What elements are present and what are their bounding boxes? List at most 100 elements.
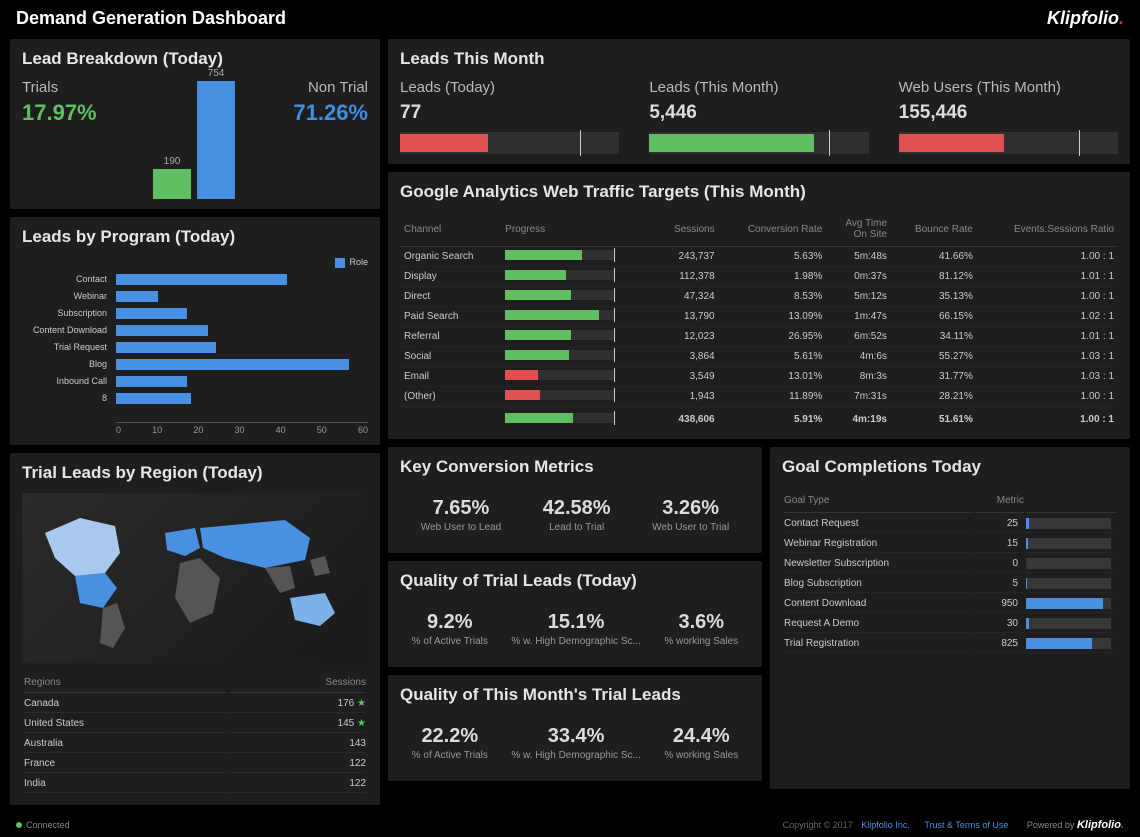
table-row[interactable]: Trial Registration 825 <box>784 635 1116 653</box>
progress-mini <box>505 350 615 360</box>
table-row[interactable]: (Other) 1,943 11.89% 7m:31s 28.21% 1.00 … <box>400 387 1118 407</box>
program-row: Content Download <box>112 323 368 338</box>
cell-sessions: 243,737 <box>655 247 718 267</box>
table-row[interactable]: Direct 47,324 8.53% 5m:12s 35.13% 1.00 :… <box>400 287 1118 307</box>
program-bar <box>116 274 287 285</box>
chart-x-axis: 0102030405060 <box>116 422 368 435</box>
progress-bar <box>899 132 1118 154</box>
cell-avg: 8m:3s <box>826 367 891 387</box>
table-row[interactable]: Referral 12,023 26.95% 6m:52s 34.11% 1.0… <box>400 327 1118 347</box>
metric-label: % of Active Trials <box>412 636 488 647</box>
cell-channel: Social <box>400 347 501 367</box>
cell-avg: 7m:31s <box>826 387 891 407</box>
chart-legend: Role <box>22 257 368 268</box>
panel-title: Leads by Program (Today) <box>22 227 368 247</box>
table-row[interactable]: France 122 <box>24 755 366 773</box>
table-row[interactable]: Paid Search 13,790 13.09% 1m:47s 66.15% … <box>400 307 1118 327</box>
cell-bounce: 66.15% <box>891 307 977 327</box>
col-goal-type: Goal Type <box>784 489 973 513</box>
metric-label: % w. High Demographic Sc... <box>511 750 641 761</box>
program-bar <box>116 308 187 319</box>
trials-label: Trials <box>22 79 135 96</box>
cell-sessions: 112,378 <box>655 267 718 287</box>
metric-label: % w. High Demographic Sc... <box>511 636 641 647</box>
panel-title: Trial Leads by Region (Today) <box>22 463 368 483</box>
table-row[interactable]: Newsletter Subscription 0 <box>784 555 1116 573</box>
goal-bar-cell <box>1026 535 1116 553</box>
program-label: Contact <box>22 274 107 284</box>
col-header: Events:Sessions Ratio <box>977 212 1118 247</box>
cell-sessions: 13,790 <box>655 307 718 327</box>
metric-value: 7.65% <box>421 497 501 520</box>
metric-label: % working Sales <box>664 750 738 761</box>
goal-metric: 30 <box>975 615 1024 633</box>
page-title: Demand Generation Dashboard <box>16 8 286 29</box>
table-row[interactable]: Display 112,378 1.98% 0m:37s 81.12% 1.01… <box>400 267 1118 287</box>
world-map[interactable] <box>22 493 368 663</box>
progress-bar <box>400 132 619 154</box>
axis-tick: 30 <box>234 425 244 435</box>
link-company[interactable]: Klipfolio Inc. <box>861 820 910 830</box>
panel-title: Key Conversion Metrics <box>400 457 750 477</box>
table-row[interactable]: Australia 143 <box>24 735 366 753</box>
table-row[interactable]: Webinar Registration 15 <box>784 535 1116 553</box>
metric-value: 3.6% <box>664 611 738 634</box>
cell-avg: 0m:37s <box>826 267 891 287</box>
cell-conv: 8.53% <box>719 287 827 307</box>
metric-value: 77 <box>400 102 619 124</box>
table-row[interactable]: Request A Demo 30 <box>784 615 1116 633</box>
table-row[interactable]: India 122 <box>24 775 366 793</box>
col-header: Progress <box>501 212 655 247</box>
link-terms[interactable]: Trust & Terms of Use <box>924 820 1008 830</box>
cell-conv: 13.01% <box>719 367 827 387</box>
table-row[interactable]: Content Download 950 <box>784 595 1116 613</box>
connection-status: Connected <box>16 820 70 830</box>
region-sessions: 143 <box>229 735 366 753</box>
trials-pct: 17.97% <box>22 100 135 126</box>
program-label: Content Download <box>22 325 107 335</box>
col-header: Bounce Rate <box>891 212 977 247</box>
axis-tick: 20 <box>193 425 203 435</box>
table-row[interactable]: Canada 176 ★ <box>24 695 366 713</box>
program-bar <box>116 342 216 353</box>
col-bar <box>1026 489 1116 513</box>
metric-item: 3.26% Web User to Trial <box>652 497 729 533</box>
table-row[interactable]: Blog Subscription 5 <box>784 575 1116 593</box>
program-label: Blog <box>22 359 107 369</box>
metric-value: 33.4% <box>511 725 641 748</box>
metric-label: % of Active Trials <box>412 750 488 761</box>
axis-tick: 10 <box>152 425 162 435</box>
goal-type: Newsletter Subscription <box>784 555 973 573</box>
progress-mini <box>505 310 615 320</box>
cell-bounce: 35.13% <box>891 287 977 307</box>
metric-item: 22.2% % of Active Trials <box>412 725 488 761</box>
progress-mini <box>505 250 615 260</box>
table-row[interactable]: Email 3,549 13.01% 8m:3s 31.77% 1.03 : 1 <box>400 367 1118 387</box>
leads-month-item: Leads (Today) 77 <box>400 79 619 154</box>
metric-item: 3.6% % working Sales <box>664 611 738 647</box>
footer: Connected Copyright © 2017 Klipfolio Inc… <box>0 813 1140 837</box>
cell-sessions: 3,549 <box>655 367 718 387</box>
panel-title: Leads This Month <box>400 49 1118 69</box>
col-header: Sessions <box>655 212 718 247</box>
metric-value: 22.2% <box>412 725 488 748</box>
cell-bounce: 41.66% <box>891 247 977 267</box>
cell-ratio: 1.00 : 1 <box>977 247 1118 267</box>
program-row: Blog <box>112 357 368 372</box>
cell-channel: Organic Search <box>400 247 501 267</box>
program-bar <box>116 325 208 336</box>
cell-sessions: 12,023 <box>655 327 718 347</box>
table-row[interactable]: Organic Search 243,737 5.63% 5m:48s 41.6… <box>400 247 1118 267</box>
goal-type: Content Download <box>784 595 973 613</box>
cell-bounce: 34.11% <box>891 327 977 347</box>
table-row[interactable]: Contact Request 25 <box>784 515 1116 533</box>
cell-progress <box>501 387 655 407</box>
cell-avg: 5m:12s <box>826 287 891 307</box>
table-row[interactable]: Social 3,864 5.61% 4m:6s 55.27% 1.03 : 1 <box>400 347 1118 367</box>
metric-value: 42.58% <box>543 497 611 520</box>
bar-value-label: 754 <box>197 68 235 79</box>
cell-ratio: 1.00 : 1 <box>977 387 1118 407</box>
progress-mini <box>505 330 615 340</box>
table-row[interactable]: United States 145 ★ <box>24 715 366 733</box>
cell-conv: 11.89% <box>719 387 827 407</box>
